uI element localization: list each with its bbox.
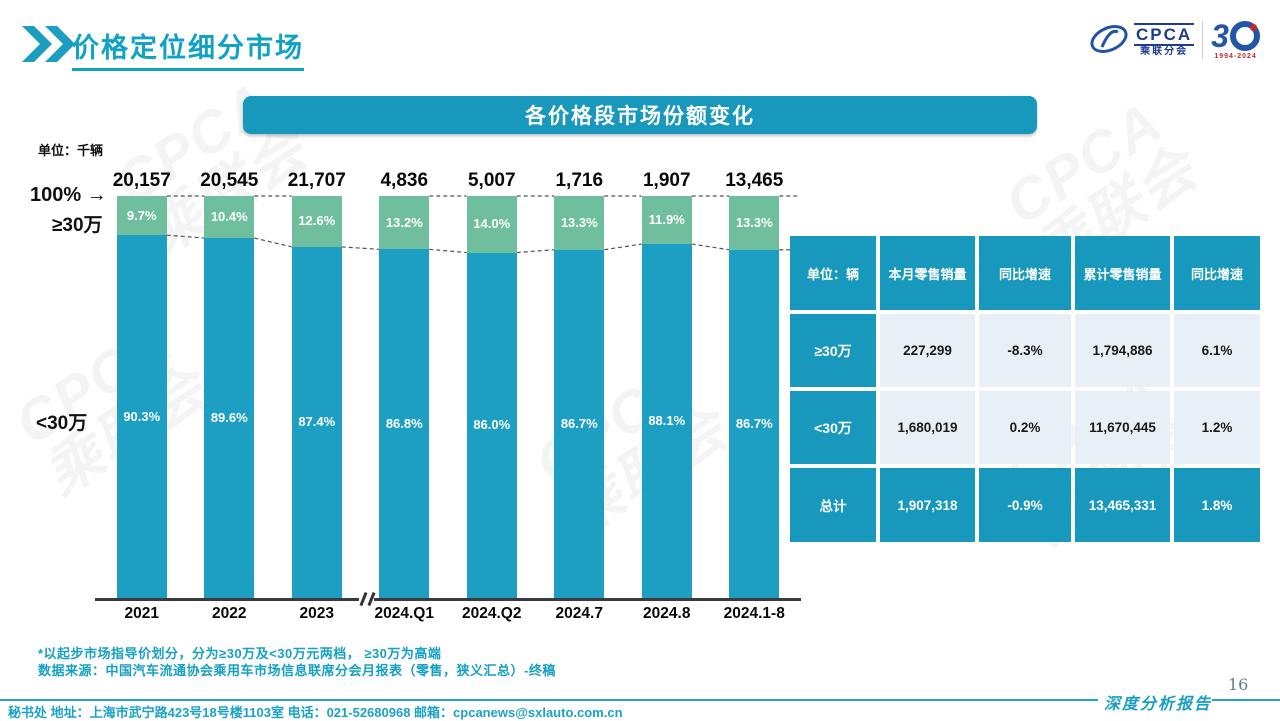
bar-segment-low (554, 249, 605, 600)
table-row-label: ≥30万 (790, 314, 876, 387)
table-header-cell: 本月零售销量 (880, 236, 975, 310)
table-row-label: 总计 (790, 468, 876, 542)
bar-total-label: 20,545 (200, 170, 259, 191)
x-axis-label: 2023 (299, 605, 334, 622)
chart-unit-label: 单位：千辆 (38, 143, 104, 158)
table-cell: 1,907,318 (880, 468, 975, 542)
x-axis-label: 2021 (124, 605, 159, 622)
bar-total-label: 13,465 (725, 170, 784, 191)
axis-break (359, 595, 374, 604)
y-axis-low-segment-label: <30万 (36, 413, 88, 434)
report-type-label: 深度分析报告 (1104, 696, 1213, 713)
x-axis-label: 2024.Q2 (462, 605, 522, 622)
footer-divider-right (1212, 699, 1280, 701)
bar-segment-high (466, 196, 517, 253)
double-chevron-icon (22, 26, 75, 62)
bar-total-label: 4,836 (380, 170, 429, 191)
bar-segment-low (291, 246, 342, 600)
table-cell: -0.9% (979, 468, 1071, 542)
table-cell: 6.1% (1174, 314, 1260, 387)
bar-total-label: 1,716 (555, 170, 604, 191)
bar-percent-label-low: 88.1% (648, 413, 686, 429)
x-axis-label: 2024.7 (555, 605, 603, 622)
bar-percent-label-low: 86.0% (473, 417, 511, 433)
bar-total-label: 20,157 (112, 170, 171, 191)
bar-percent-label-high: 12.6% (298, 213, 336, 229)
bar-segment-high (379, 196, 430, 250)
cpca-wordmark: CPCA 乘联分会 (1134, 22, 1195, 58)
table-header-cell: 累计零售销量 (1075, 236, 1170, 310)
bar-percent-label-high: 13.3% (560, 214, 598, 230)
bar-percent-label-high: 9.7% (126, 207, 157, 223)
bar-percent-label-low: 90.3% (123, 408, 161, 424)
logo-divider (1202, 21, 1204, 59)
chart-title-banner: 各价格段市场份额变化 (243, 96, 1037, 134)
bar-percent-label-low: 87.4% (298, 414, 336, 430)
bar-segment-high (116, 196, 167, 236)
table-cell: -8.3% (979, 314, 1071, 387)
x-axis-label: 2024.1-8 (723, 605, 785, 622)
cpca-logo: CPCA 乘联分会 3 1994-2024 (1088, 20, 1260, 60)
footer-divider-left (0, 699, 1098, 701)
cpca-acronym: CPCA (1134, 22, 1195, 46)
bar-total-label: 5,007 (467, 170, 516, 191)
table-cell: 1,794,886 (1075, 314, 1170, 387)
page-title: 价格定位细分市场 (72, 26, 304, 71)
anniversary-ring-icon (1229, 21, 1260, 51)
table-cell: 0.2% (979, 391, 1071, 464)
sales-summary-table: 单位：辆 本月零售销量 同比增速 累计零售销量 同比增速 ≥30万 227,299 -8.3%… (790, 236, 1260, 542)
x-axis-line (95, 598, 801, 601)
table-cell: 227,299 (880, 314, 975, 387)
bar-segment-low (204, 238, 255, 600)
bar-percent-label-low: 86.7% (735, 415, 773, 431)
bar-percent-label-high: 14.0% (473, 216, 511, 232)
cpca-subtitle: 乘联分会 (1140, 45, 1189, 57)
bar-percent-label-low: 89.6% (210, 410, 248, 425)
bar-segment-low (116, 235, 167, 600)
bar-percent-label-low: 86.7% (560, 415, 598, 431)
table-cell: 1.2% (1174, 391, 1260, 464)
table-header-cell: 单位：辆 (790, 236, 876, 310)
table-cell: 1,680,019 (880, 391, 975, 464)
page-number: 16 (1228, 675, 1249, 694)
table-cell: 11,670,445 (1075, 391, 1170, 464)
bar-segment-low (729, 249, 780, 600)
x-axis-label: 2024.8 (643, 605, 691, 622)
y-axis-high-segment-label: ≥30万 (52, 215, 103, 236)
bar-segment-high (204, 196, 255, 239)
table-header-cell: 同比增速 (1174, 236, 1260, 310)
table-row-label: <30万 (790, 391, 876, 464)
x-axis-label: 2022 (212, 605, 247, 622)
anniversary-logo: 3 1994-2024 (1211, 20, 1260, 60)
bar-percent-label-low: 86.8% (385, 415, 423, 431)
bar-segment-low (641, 244, 692, 600)
bar-percent-label-high: 13.2% (385, 214, 423, 230)
anniversary-number: 3 (1211, 18, 1229, 54)
footnote-definition: *以起步市场指导价划分，分为≥30万及<30万元两档， ≥30万为高端 (38, 646, 442, 661)
bar-segment-high (291, 196, 342, 247)
x-axis-label: 2024.Q1 (374, 605, 434, 622)
y-axis-100-label: 100% → (30, 184, 107, 206)
anniversary-years: 1994-2024 (1214, 53, 1257, 60)
bar-total-label: 21,707 (287, 170, 346, 191)
bar-segment-high (554, 196, 605, 250)
footnote-data-source: 数据来源：中国汽车流通协会乘用车市场信息联席分会月报表（零售，狭义汇总）-终稿 (38, 663, 556, 678)
bar-segment-high (729, 196, 780, 250)
bar-segment-low (379, 249, 430, 600)
table-header-cell: 同比增速 (979, 236, 1071, 310)
cpca-emblem-icon (1090, 25, 1128, 53)
bar-percent-label-high: 10.4% (210, 209, 248, 224)
bar-total-label: 1,907 (642, 170, 691, 191)
bar-percent-label-high: 13.3% (735, 214, 773, 230)
bar-percent-label-high: 11.9% (648, 212, 685, 228)
table-cell: 13,465,331 (1075, 468, 1170, 542)
bar-segment-low (466, 252, 517, 600)
contact-footer: 秘书处 地址：上海市武宁路423号18号楼1103室 电话：021-526809… (8, 705, 623, 720)
table-cell: 1.8% (1174, 468, 1260, 542)
bar-segment-high (641, 196, 692, 245)
